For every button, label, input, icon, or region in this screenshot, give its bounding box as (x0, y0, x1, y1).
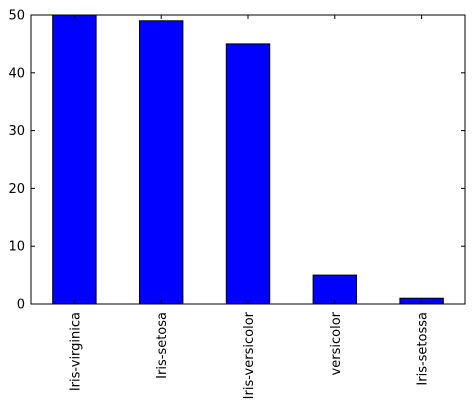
y-tick-label: 10 (8, 240, 25, 255)
bar-iris-virginica (52, 14, 97, 305)
plot-frame (30, 14, 466, 305)
x-tick-label: Iris-versicolor (242, 311, 257, 399)
x-tick-label: Iris-virginica (68, 312, 83, 391)
y-tick-label: 30 (8, 124, 25, 139)
bar-iris-versicolor (225, 43, 271, 305)
y-axis-ticks: 0 10 20 30 40 50 (8, 9, 465, 313)
bar-versicolor (312, 274, 358, 305)
bar-iris-setosa (139, 20, 184, 305)
x-tick-label: Iris-setosa (155, 312, 170, 379)
x-tick-label: versicolor (329, 311, 344, 375)
y-tick-label: 50 (8, 9, 25, 24)
bars-group (52, 14, 444, 305)
y-tick-label: 40 (8, 66, 25, 81)
y-tick-label: 20 (8, 182, 25, 197)
x-tick-label: Iris-setossa (416, 312, 431, 386)
x-axis-ticks: Iris-virginica Iris-setosa Iris-versicolor… (68, 15, 431, 399)
y-tick-label: 0 (17, 298, 25, 313)
